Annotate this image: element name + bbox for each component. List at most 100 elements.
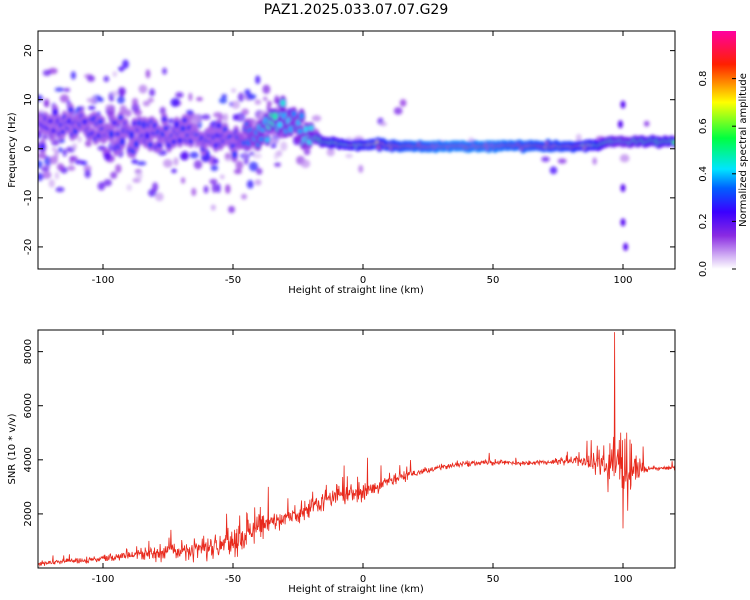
spectral-blob bbox=[162, 159, 173, 168]
spectrogram-y-label: Frequency (Hz) bbox=[7, 112, 18, 188]
spectral-blob bbox=[303, 147, 311, 156]
snr-series-line bbox=[38, 332, 675, 567]
spectrogram-y-tick-label: -10 bbox=[23, 190, 34, 206]
colorbar-tick-label: 0.0 bbox=[698, 261, 709, 277]
spectral-ridge-point bbox=[47, 118, 53, 124]
colorbar-label: Normalized spectral amplitude bbox=[738, 73, 749, 227]
spectral-blob bbox=[246, 179, 254, 189]
spectral-blob bbox=[38, 160, 43, 169]
spectral-blob bbox=[237, 92, 245, 102]
spectral-blob bbox=[72, 143, 78, 150]
spectral-blob bbox=[244, 89, 251, 96]
spectral-blob bbox=[240, 193, 248, 200]
spectral-blob bbox=[201, 114, 211, 120]
snr-y-ticks: 2000 4000 6000 8000 bbox=[23, 339, 675, 527]
spectral-blob bbox=[117, 86, 126, 96]
spectral-spur bbox=[617, 120, 623, 129]
spectral-blob bbox=[191, 114, 201, 125]
spectrogram-x-label: Height of straight line (km) bbox=[288, 285, 424, 296]
spectral-blob bbox=[189, 151, 199, 159]
spectral-ridge-point bbox=[280, 99, 286, 107]
spectrogram-x-tick-label: -100 bbox=[92, 275, 115, 286]
colorbar-ticks: 0.0 0.2 0.4 0.6 0.8 bbox=[698, 71, 736, 277]
snr-y-tick-label: 4000 bbox=[23, 447, 34, 472]
spectral-blob bbox=[358, 164, 364, 173]
spectral-blob bbox=[77, 136, 82, 143]
spectral-blob bbox=[54, 87, 65, 92]
spectrogram-frame bbox=[37, 30, 676, 270]
spectral-blob bbox=[155, 192, 164, 202]
spectral-blob bbox=[228, 205, 236, 214]
spectrogram-x-tick-label: 0 bbox=[360, 275, 366, 286]
spectral-blob bbox=[311, 115, 322, 122]
spectral-blob bbox=[122, 59, 129, 69]
spectral-blob bbox=[203, 185, 209, 194]
spectral-blob bbox=[241, 108, 249, 116]
colorbar-tick-label: 0.4 bbox=[698, 166, 709, 182]
spectral-blob bbox=[233, 168, 242, 175]
spectral-blob bbox=[42, 69, 51, 77]
spectral-blob bbox=[326, 148, 335, 157]
spectral-blob bbox=[210, 164, 219, 172]
spectral-ridge-point bbox=[216, 122, 222, 129]
spectral-blob bbox=[269, 138, 280, 145]
spectral-blob bbox=[196, 96, 203, 102]
spectral-blob bbox=[152, 182, 159, 192]
spectrogram-x-tick-label: 100 bbox=[613, 275, 632, 286]
spectrogram-x-ticks: -100 -50 0 50 100 bbox=[92, 31, 633, 286]
snr-y-tick-label: 6000 bbox=[23, 393, 34, 418]
colorbar-tick-label: 0.6 bbox=[698, 118, 709, 134]
spectral-blob bbox=[549, 166, 558, 175]
spectral-blob bbox=[69, 155, 78, 162]
spectral-blob bbox=[119, 105, 127, 114]
spectral-amplitude-layer bbox=[38, 59, 675, 251]
spectral-blob bbox=[249, 151, 255, 156]
snr-y-tick-label: 2000 bbox=[23, 501, 34, 526]
snr-frame bbox=[37, 329, 676, 569]
spectral-blob bbox=[147, 97, 154, 103]
snr-x-label: Height of straight line (km) bbox=[288, 584, 424, 595]
spectral-blob bbox=[117, 95, 125, 104]
spectral-blob bbox=[218, 97, 228, 104]
spectral-blob bbox=[643, 120, 650, 127]
snr-y-label: SNR (10 * v/v) bbox=[7, 413, 18, 484]
spectral-blob bbox=[254, 179, 262, 186]
spectral-ridge-point bbox=[171, 139, 177, 145]
spectral-ridge-point bbox=[182, 117, 188, 123]
spectral-spur bbox=[620, 100, 626, 109]
colorbar-gradient bbox=[712, 31, 736, 269]
spectral-blob bbox=[135, 171, 143, 180]
spectrogram-y-ticks: 20 10 0 -10 -20 bbox=[23, 44, 675, 255]
spectral-blob bbox=[188, 92, 193, 102]
spectral-ridge-point bbox=[272, 112, 278, 121]
spectral-blob bbox=[83, 165, 92, 173]
spectral-blob bbox=[221, 93, 228, 99]
spectrogram-y-tick-label: 10 bbox=[23, 93, 34, 106]
spectral-blob bbox=[105, 104, 116, 112]
spectral-blob bbox=[180, 177, 186, 184]
snr-x-tick-label: -50 bbox=[225, 574, 241, 585]
spectral-ridge-point bbox=[51, 127, 57, 134]
spectral-blob bbox=[219, 174, 225, 180]
spectral-blob bbox=[86, 97, 93, 103]
spectral-spur bbox=[623, 242, 629, 251]
spectrogram-y-tick-label: -20 bbox=[23, 239, 34, 255]
spectral-ridge-point bbox=[671, 140, 675, 145]
spectral-ridge-point bbox=[141, 120, 147, 130]
spectral-ridge-point bbox=[147, 141, 153, 148]
spectral-blob bbox=[345, 153, 353, 158]
spectral-blob bbox=[51, 147, 57, 152]
spectral-blob bbox=[63, 87, 71, 93]
spectral-blob bbox=[40, 166, 50, 172]
spectral-blob bbox=[171, 168, 177, 174]
spectral-blob bbox=[88, 105, 96, 111]
spectral-ridge-point bbox=[111, 120, 117, 126]
spectral-blob bbox=[280, 141, 288, 152]
spectral-blob bbox=[57, 147, 63, 153]
spectral-blob bbox=[255, 75, 261, 85]
spectral-blob bbox=[263, 96, 268, 101]
spectral-blob bbox=[619, 154, 630, 163]
spectral-blob bbox=[212, 158, 219, 165]
snr-x-tick-label: 50 bbox=[487, 574, 500, 585]
